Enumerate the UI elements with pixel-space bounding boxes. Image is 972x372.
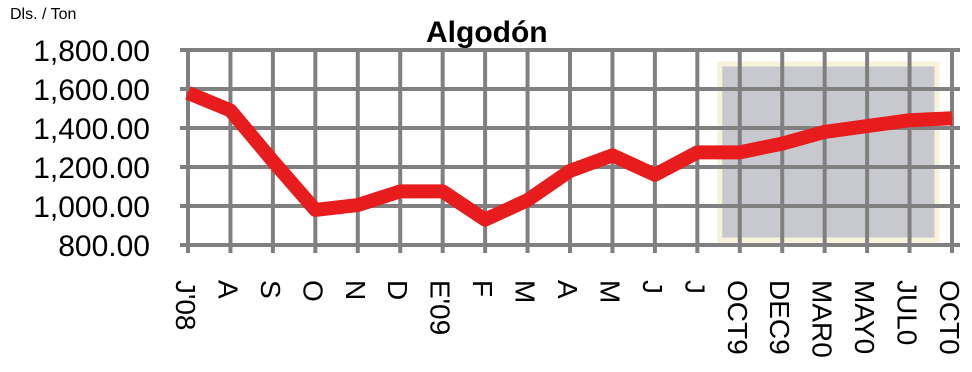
x-tick-label: MAY0 <box>849 280 880 354</box>
x-tick-label: OCT0 <box>934 280 965 355</box>
data-point <box>611 154 614 157</box>
data-point <box>569 169 571 172</box>
x-tick-label: D <box>382 280 413 300</box>
data-point <box>866 125 869 128</box>
data-point <box>484 218 487 221</box>
x-tick-label: N <box>340 280 371 300</box>
data-point <box>441 190 444 193</box>
x-tick-label: OCT9 <box>722 280 753 355</box>
y-tick-label: 800.00 <box>58 230 150 263</box>
data-point <box>271 160 274 163</box>
data-point <box>908 119 911 122</box>
x-tick-label: E'09 <box>425 280 456 335</box>
data-point <box>951 117 953 120</box>
x-tick-label: J <box>679 280 710 294</box>
x-tick-label: A <box>212 280 243 299</box>
data-point <box>823 130 826 133</box>
data-point <box>314 208 317 211</box>
x-tick-label: JUL0 <box>892 280 923 345</box>
y-tick-label: 1,200.00 <box>33 152 150 185</box>
x-tick-label: J <box>637 280 668 294</box>
data-point <box>356 204 359 207</box>
data-point <box>229 109 232 112</box>
data-point <box>738 151 741 154</box>
y-tick-label: 1,800.00 <box>33 35 150 68</box>
x-tick-label: M <box>594 280 625 303</box>
x-tick-label: DEC9 <box>764 280 795 355</box>
chart-title: Algodón <box>426 16 548 49</box>
y-tick-label: 1,400.00 <box>33 113 150 146</box>
data-point <box>187 91 189 94</box>
x-tick-label: S <box>255 280 286 299</box>
data-point <box>526 199 529 202</box>
data-point <box>781 142 784 145</box>
x-tick-label: J'08 <box>170 280 201 331</box>
x-tick-label: F <box>467 280 498 297</box>
y-axis-unit-label: Dls. / Ton <box>10 6 77 23</box>
x-tick-label: O <box>297 280 328 302</box>
data-point <box>653 173 656 176</box>
y-tick-label: 1,000.00 <box>33 191 150 224</box>
x-tick-label: MAR0 <box>807 280 838 358</box>
x-tick-label: M <box>510 280 541 303</box>
data-point <box>399 190 402 193</box>
x-tick-label: A <box>552 280 583 299</box>
y-tick-label: 1,600.00 <box>33 74 150 107</box>
data-point <box>696 151 699 154</box>
